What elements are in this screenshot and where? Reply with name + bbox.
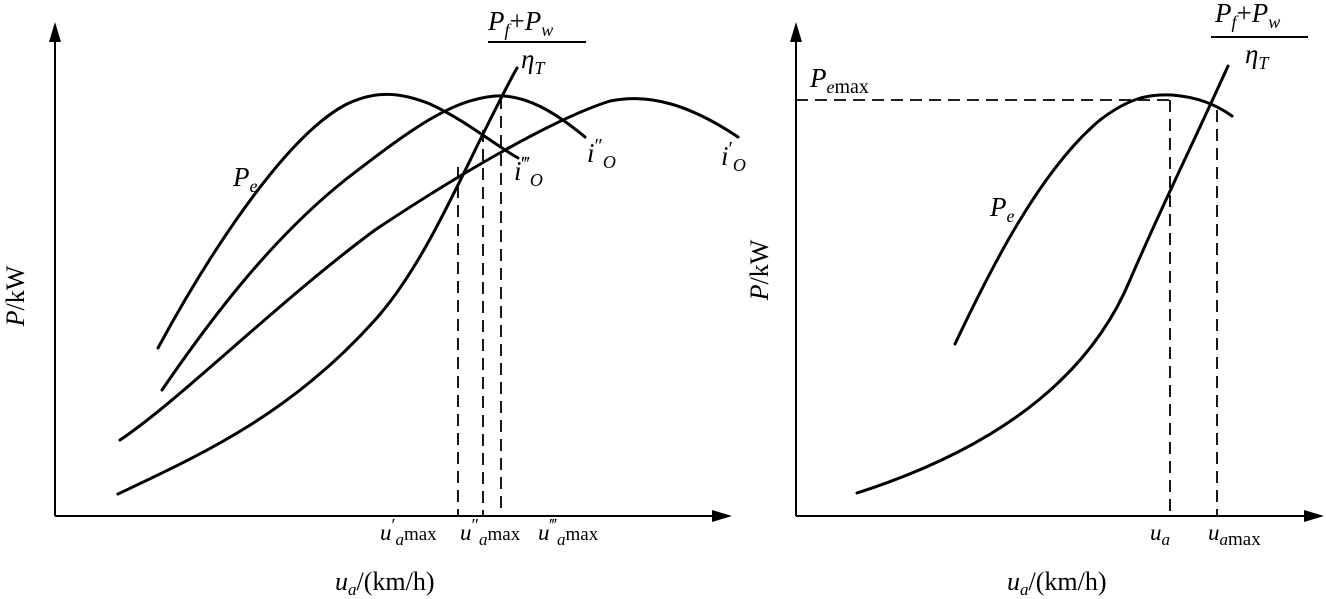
left-resistance-curve <box>116 66 519 496</box>
left-tick-label-u1: u′amax <box>380 515 437 549</box>
right-engine-curve <box>953 93 1234 346</box>
right-y-axis-arrow <box>790 22 802 42</box>
left-tick-label-u2: u″amax <box>460 515 521 549</box>
left-x-axis-label: ua/(km/h) <box>335 567 435 599</box>
left-panel: P/kW ua/(km/h) Pf+Pw ηT Pe i′O i″O i‴O u… <box>1 6 746 599</box>
svg-text:Pf+Pw: Pf+Pw <box>487 6 553 40</box>
right-resistance-curve <box>855 64 1230 495</box>
right-y-axis-label: P/kW <box>745 239 774 301</box>
left-ratio-label-i3: i‴O <box>514 153 543 190</box>
right-x-axis-arrow <box>1304 510 1324 522</box>
left-tick-label-u3: u‴amax <box>538 515 599 549</box>
left-engine-curve-i3 <box>156 92 520 350</box>
right-pemax-label: Pemax <box>809 63 869 98</box>
svg-text:ηT: ηT <box>521 44 546 78</box>
right-panel: P/kW ua/(km/h) Pf+Pw ηT Pemax Pe ua uama… <box>745 0 1324 599</box>
left-engine-curve-i2 <box>160 94 587 392</box>
svg-text:ηT: ηT <box>1245 39 1270 73</box>
right-tick-label-ua: ua <box>1150 520 1170 549</box>
left-ratio-label-i2: i″O <box>587 135 616 172</box>
right-engine-label: Pe <box>989 192 1015 226</box>
svg-text:Pf+Pw: Pf+Pw <box>1214 0 1280 32</box>
left-engine-curve-i1 <box>118 97 740 442</box>
right-tick-label-uamax: uamax <box>1208 520 1261 550</box>
left-resistance-label: Pf+Pw ηT <box>487 6 586 78</box>
right-resistance-label: Pf+Pw ηT <box>1211 0 1308 73</box>
left-y-axis-label: P/kW <box>1 265 30 327</box>
left-engine-label: Pe <box>232 162 258 196</box>
left-y-axis-arrow <box>49 22 61 42</box>
left-x-axis-arrow <box>712 510 732 522</box>
right-x-axis-label: ua/(km/h) <box>1007 567 1107 599</box>
left-ratio-label-i1: i′O <box>721 138 746 175</box>
